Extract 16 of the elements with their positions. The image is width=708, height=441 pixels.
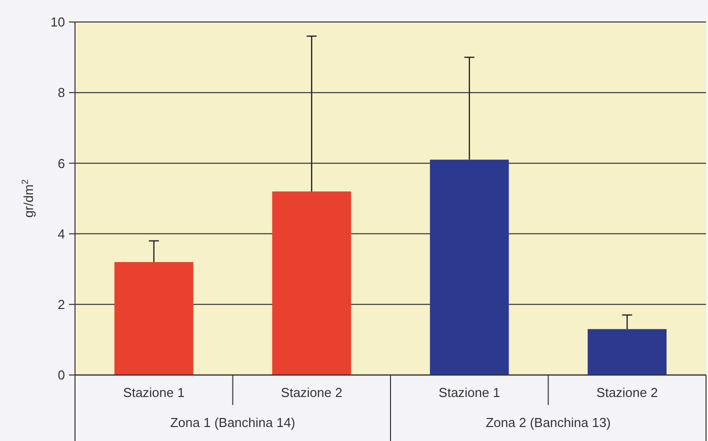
- x-tick-label: Stazione 1: [438, 385, 500, 400]
- x-tick-label: Stazione 1: [123, 385, 185, 400]
- y-tick-label: 2: [58, 296, 65, 312]
- bar: [430, 160, 509, 375]
- bar: [588, 329, 667, 375]
- x-tick-label: Stazione 2: [280, 385, 342, 400]
- y-tick-label: 10: [50, 14, 65, 30]
- bar: [272, 191, 352, 375]
- x-tick-label: Stazione 2: [596, 385, 658, 400]
- y-tick-label: 8: [58, 85, 65, 100]
- y-tick-label: 0: [58, 368, 65, 383]
- y-tick-label: 4: [58, 226, 65, 242]
- text: Zona 1 (Banchina 14): [170, 415, 296, 430]
- text: Zona 2 (Banchina 13): [486, 415, 611, 430]
- y-tick-label: 6: [58, 156, 65, 171]
- bar: [114, 262, 194, 375]
